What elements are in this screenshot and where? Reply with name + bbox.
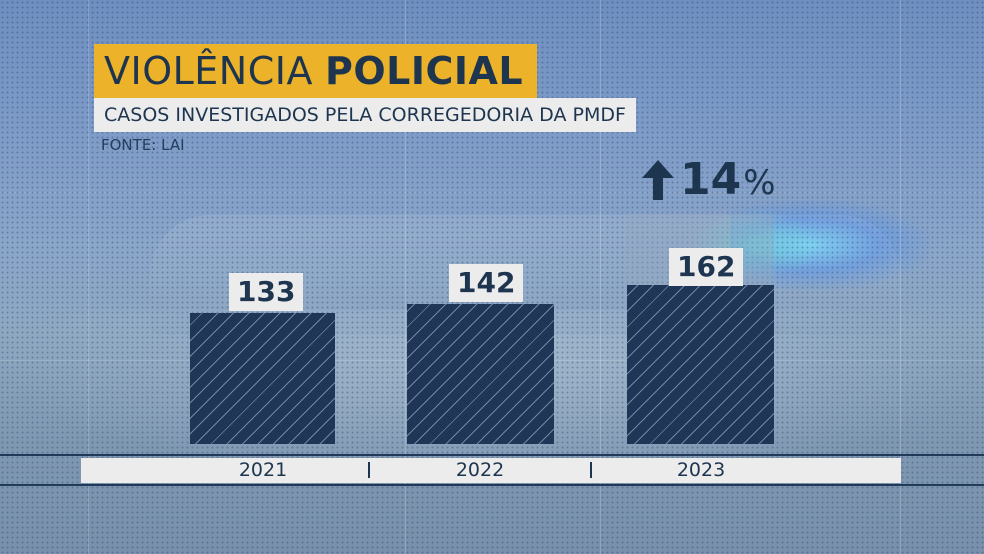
source-label: FONTE: LAI <box>101 136 185 154</box>
grid-line <box>0 192 984 193</box>
axis-tick <box>590 462 592 478</box>
arrow-up-icon <box>642 160 674 200</box>
x-label-2021: 2021 <box>238 459 288 481</box>
x-label-2022: 2022 <box>455 459 505 481</box>
axis-line-bottom <box>0 484 984 486</box>
bar-2021 <box>190 313 335 444</box>
bar-2022 <box>407 304 554 444</box>
chart-subtitle: CASOS INVESTIGADOS PELA CORREGEDORIA DA … <box>94 98 636 132</box>
axis-tick <box>368 462 370 478</box>
change-unit: % <box>743 163 776 203</box>
change-value: 14 <box>680 154 742 205</box>
title-bold: POLICIAL <box>324 49 524 93</box>
change-indicator: 14 % <box>640 158 776 202</box>
chart-title: VIOLÊNCIA POLICIAL <box>94 44 538 98</box>
axis-line-top <box>0 454 984 456</box>
bar-value-2023: 162 <box>669 248 744 286</box>
subtitle-text: CASOS INVESTIGADOS PELA CORREGEDORIA DA … <box>104 104 626 126</box>
x-label-2023: 2023 <box>676 459 726 481</box>
title-light: VIOLÊNCIA <box>104 49 313 93</box>
bar-2023 <box>627 285 774 444</box>
bar-value-2021: 133 <box>229 273 304 311</box>
bar-value-2022: 142 <box>449 264 524 302</box>
x-axis-band <box>81 458 901 483</box>
